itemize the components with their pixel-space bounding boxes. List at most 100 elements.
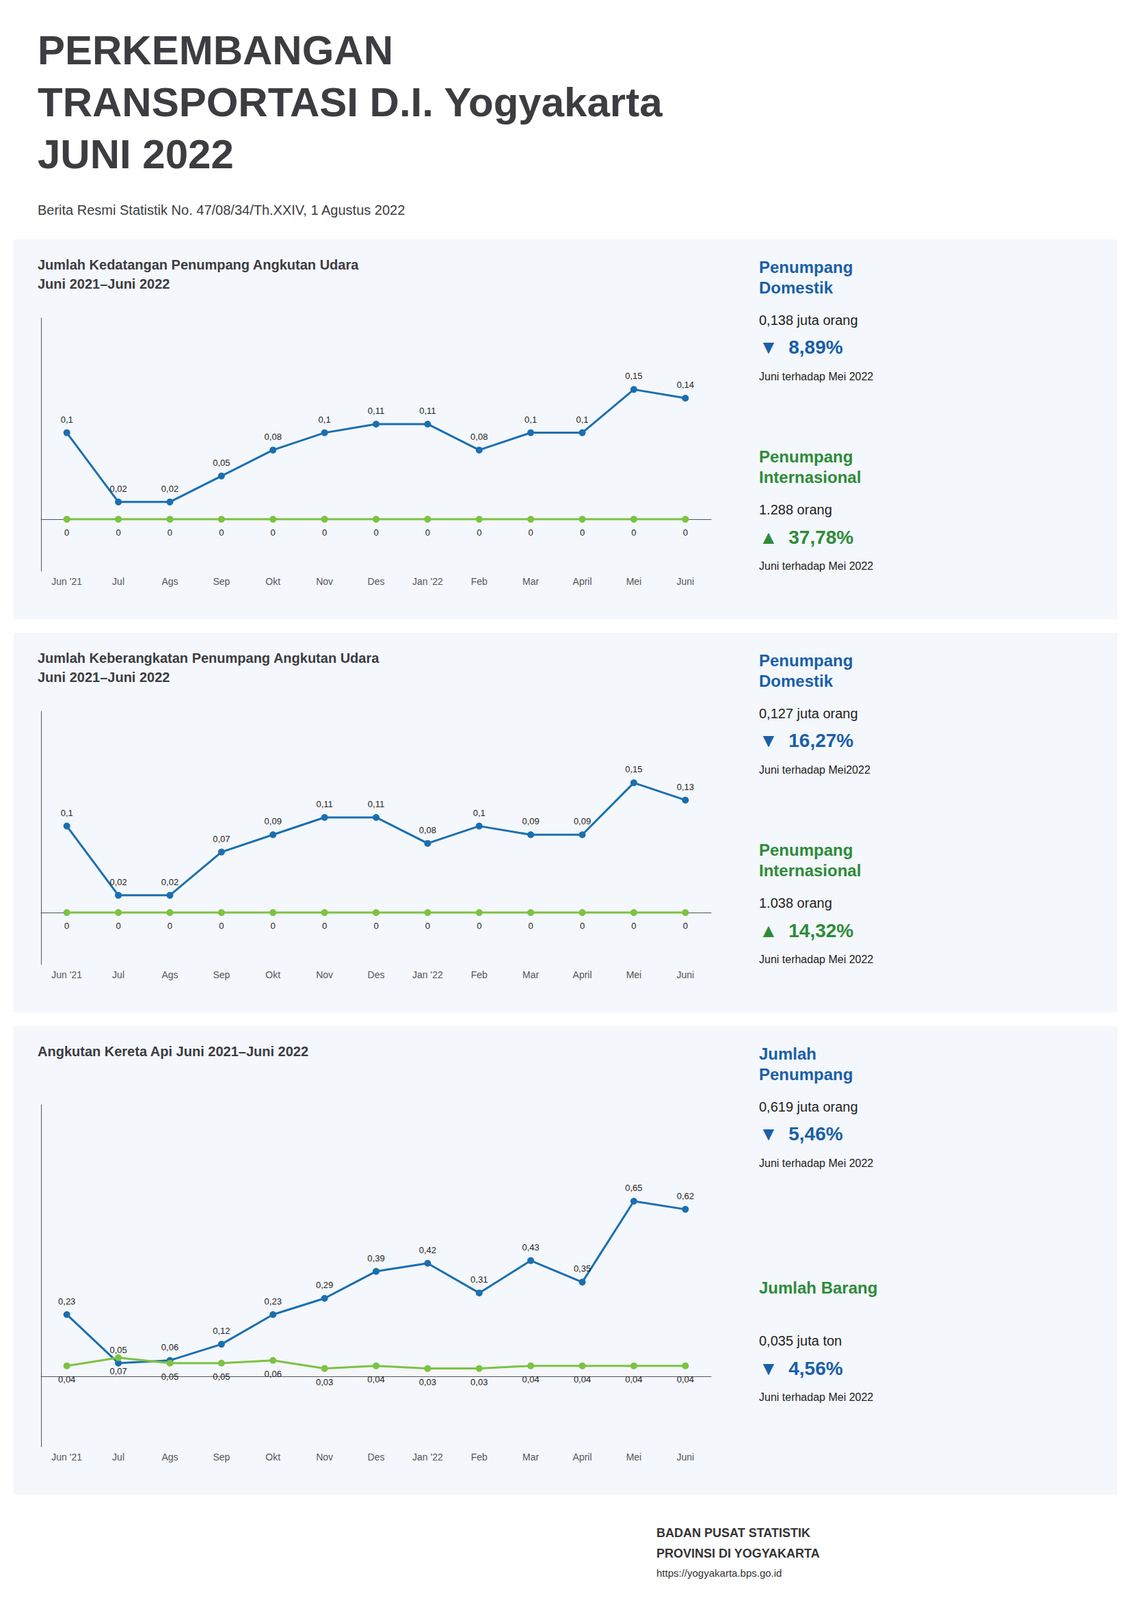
svg-text:Feb: Feb	[471, 575, 488, 587]
svg-text:▼ 16,27%: ▼ 16,27%	[759, 729, 854, 751]
svg-text:April: April	[573, 968, 593, 980]
svg-text:0,1: 0,1	[318, 414, 331, 425]
svg-text:0: 0	[167, 527, 173, 538]
svg-text:Juni terhadap Mei 2022: Juni terhadap Mei 2022	[759, 560, 874, 572]
svg-text:0,1: 0,1	[524, 414, 537, 425]
svg-text:0,39: 0,39	[367, 1252, 385, 1263]
svg-text:0,11: 0,11	[367, 798, 385, 809]
svg-text:https://yogyakarta.bps.go.id: https://yogyakarta.bps.go.id	[656, 1566, 782, 1579]
svg-text:0,1: 0,1	[473, 807, 486, 818]
svg-text:0,23: 0,23	[58, 1295, 76, 1307]
svg-text:0,05: 0,05	[161, 1371, 179, 1382]
svg-text:0,29: 0,29	[315, 1279, 334, 1290]
svg-text:1.038 orang: 1.038 orang	[759, 895, 833, 911]
svg-text:Jun '21: Jun '21	[51, 1451, 83, 1462]
svg-text:0: 0	[373, 527, 379, 538]
svg-text:Penumpang: Penumpang	[759, 840, 853, 859]
svg-text:Juni: Juni	[676, 968, 695, 980]
svg-text:0,1: 0,1	[60, 414, 74, 425]
svg-text:Jun '21: Jun '21	[51, 575, 83, 587]
svg-text:Ags: Ags	[161, 1451, 178, 1462]
svg-text:Juni 2021–Juni 2022: Juni 2021–Juni 2022	[37, 276, 170, 292]
svg-text:0,619 juta orang: 0,619 juta orang	[759, 1098, 859, 1114]
svg-text:0: 0	[631, 527, 636, 538]
svg-text:Sep: Sep	[212, 1451, 230, 1462]
svg-text:Penumpang: Penumpang	[759, 257, 853, 277]
svg-text:0: 0	[528, 920, 534, 931]
svg-text:PROVINSI DI YOGYAKARTA: PROVINSI DI YOGYAKARTA	[656, 1546, 820, 1560]
svg-text:0,05: 0,05	[212, 457, 230, 468]
svg-text:Jul: Jul	[112, 1451, 125, 1462]
svg-text:0: 0	[115, 527, 121, 538]
svg-text:0,035 juta ton: 0,035 juta ton	[759, 1332, 842, 1348]
svg-text:0: 0	[476, 527, 482, 538]
svg-text:▼ 4,56%: ▼ 4,56%	[759, 1357, 844, 1379]
svg-text:0,07: 0,07	[109, 1365, 127, 1376]
svg-text:Penumpang: Penumpang	[759, 447, 853, 466]
svg-text:0,09: 0,09	[521, 815, 539, 827]
svg-text:0,23: 0,23	[264, 1295, 282, 1307]
svg-text:0: 0	[579, 920, 585, 931]
svg-text:0,04: 0,04	[624, 1373, 643, 1385]
svg-text:Juni terhadap Mei 2022: Juni terhadap Mei 2022	[759, 1390, 874, 1403]
svg-text:0: 0	[425, 527, 431, 538]
svg-text:Jumlah Keberangkatan Penumpang: Jumlah Keberangkatan Penumpang Angkutan …	[37, 650, 380, 666]
svg-text:0: 0	[322, 920, 327, 931]
svg-text:0,02: 0,02	[109, 483, 127, 494]
svg-text:Sep: Sep	[212, 575, 230, 587]
svg-text:0: 0	[322, 527, 327, 538]
svg-text:Ags: Ags	[161, 968, 178, 980]
svg-text:0,08: 0,08	[419, 824, 437, 835]
svg-text:0: 0	[579, 527, 585, 538]
svg-text:Mar: Mar	[522, 1451, 539, 1462]
svg-text:Feb: Feb	[471, 1451, 488, 1462]
svg-text:Mei: Mei	[626, 575, 643, 587]
svg-text:0: 0	[476, 920, 482, 931]
svg-text:Des: Des	[367, 575, 385, 587]
svg-text:Mei: Mei	[626, 1451, 643, 1462]
svg-text:Ags: Ags	[161, 575, 178, 587]
svg-text:Nov: Nov	[315, 1451, 334, 1462]
svg-text:0,42: 0,42	[419, 1244, 437, 1255]
svg-text:0: 0	[64, 527, 70, 538]
svg-text:0,11: 0,11	[367, 405, 385, 416]
svg-text:0,13: 0,13	[676, 781, 695, 792]
svg-text:Jumlah: Jumlah	[759, 1044, 817, 1063]
svg-text:0,03: 0,03	[470, 1376, 488, 1387]
svg-text:0: 0	[270, 527, 276, 538]
svg-text:Internasional: Internasional	[759, 860, 861, 880]
svg-text:Jan '22: Jan '22	[412, 575, 444, 587]
svg-text:0,138 juta orang: 0,138 juta orang	[759, 312, 859, 328]
svg-text:Nov: Nov	[315, 968, 334, 980]
svg-text:JUNI 2022: JUNI 2022	[37, 131, 234, 178]
svg-text:Penumpang: Penumpang	[759, 1064, 853, 1084]
svg-text:Jul: Jul	[112, 968, 125, 980]
svg-text:April: April	[573, 575, 593, 587]
svg-text:Jun '21: Jun '21	[51, 968, 83, 980]
svg-text:Domestik: Domestik	[759, 278, 834, 297]
svg-text:Jumlah Barang: Jumlah Barang	[759, 1278, 878, 1297]
svg-text:0: 0	[218, 920, 224, 931]
svg-text:Juni: Juni	[676, 1451, 695, 1462]
svg-text:0: 0	[631, 920, 636, 931]
svg-text:0: 0	[115, 920, 121, 931]
svg-text:Juni terhadap Mei 2022: Juni terhadap Mei 2022	[759, 1156, 874, 1169]
svg-text:0: 0	[683, 920, 688, 931]
svg-text:0,04: 0,04	[367, 1373, 385, 1385]
svg-text:0,06: 0,06	[161, 1341, 179, 1352]
svg-text:Juni: Juni	[676, 575, 695, 587]
svg-text:0,15: 0,15	[624, 370, 643, 381]
svg-text:0,03: 0,03	[419, 1376, 437, 1387]
svg-text:Mar: Mar	[522, 575, 539, 587]
svg-text:0,08: 0,08	[264, 431, 282, 442]
svg-text:0,31: 0,31	[470, 1273, 488, 1285]
svg-text:0,07: 0,07	[212, 833, 230, 844]
svg-text:0: 0	[425, 920, 431, 931]
svg-text:0,1: 0,1	[60, 807, 74, 818]
svg-text:0,04: 0,04	[676, 1373, 695, 1385]
svg-text:0,62: 0,62	[676, 1190, 695, 1201]
svg-text:0,05: 0,05	[109, 1344, 127, 1355]
svg-text:0: 0	[167, 920, 173, 931]
svg-text:0: 0	[683, 527, 688, 538]
svg-text:0: 0	[64, 920, 70, 931]
